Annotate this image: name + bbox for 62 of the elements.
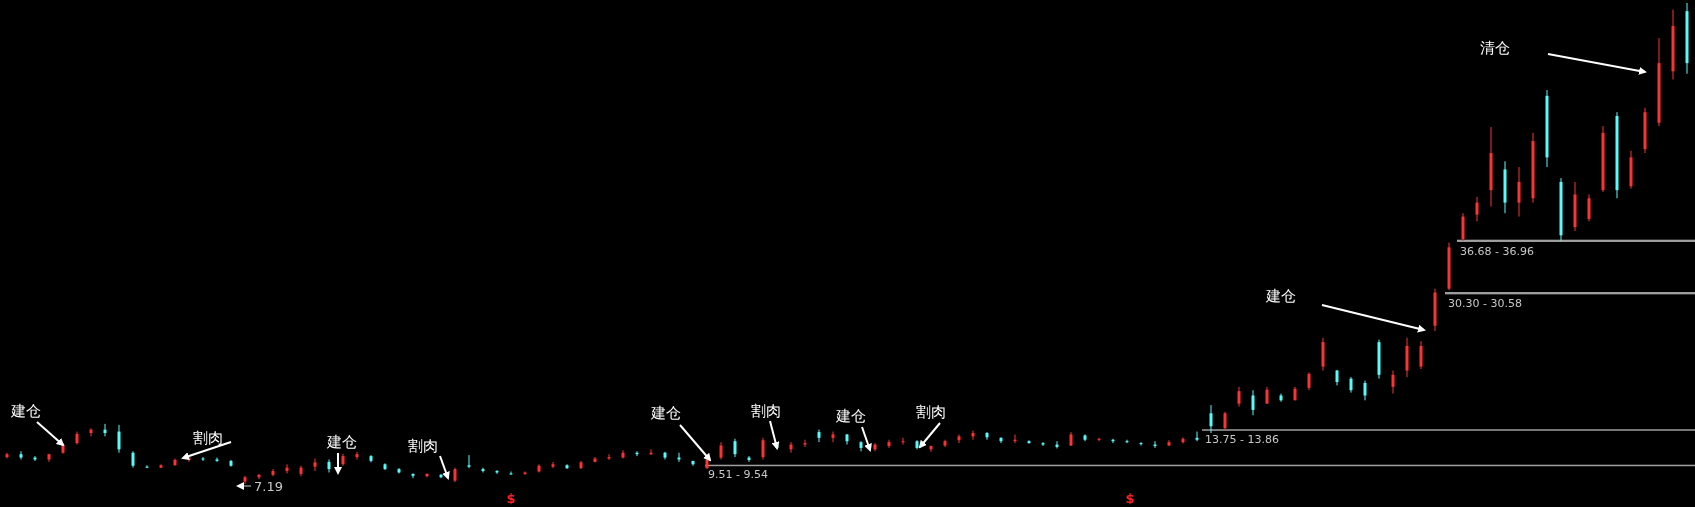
annotation: $ <box>506 491 516 506</box>
annotation: 割肉 <box>916 403 946 421</box>
candlestick <box>1587 193 1591 222</box>
candlestick <box>411 472 415 479</box>
candlestick <box>1209 404 1213 434</box>
candlestick <box>831 431 835 443</box>
band-label: 9.51 - 9.54 <box>708 467 768 481</box>
candlestick <box>467 454 471 469</box>
candlestick <box>509 470 513 476</box>
candlestick <box>621 449 625 460</box>
candlestick <box>1363 380 1367 401</box>
candlestick <box>313 458 317 472</box>
candlestick <box>215 457 219 463</box>
candlestick <box>733 438 737 458</box>
candlestick <box>1041 441 1045 447</box>
band-label: 36.68 - 36.96 <box>1460 244 1534 258</box>
candlestick <box>1475 196 1479 222</box>
candlestick <box>355 451 359 460</box>
candlestick <box>103 423 107 437</box>
candlestick <box>761 437 765 460</box>
annotation: 建仓 <box>1266 287 1296 305</box>
candlestick <box>901 437 905 446</box>
candlestick <box>1251 389 1255 416</box>
candlestick <box>1027 439 1031 445</box>
annotation: 割肉 <box>751 402 781 420</box>
candlestick <box>803 439 807 448</box>
candlestick <box>19 450 23 460</box>
candlestick <box>971 430 975 441</box>
candlestick <box>999 436 1003 444</box>
candlestick <box>985 431 989 441</box>
candlestick <box>285 463 289 474</box>
candlestick <box>523 470 527 476</box>
annotation: 建仓 <box>327 433 357 451</box>
candlestick <box>1517 166 1521 218</box>
candlestick <box>551 461 555 469</box>
candlestick <box>607 453 611 461</box>
annotation: $ <box>1125 491 1135 506</box>
candlestick <box>957 433 961 444</box>
candlestick <box>1391 369 1395 395</box>
annotation: 建仓 <box>651 404 681 422</box>
candlestick <box>929 445 933 453</box>
candlestick <box>817 429 821 443</box>
candlestick <box>1237 386 1241 408</box>
annotation: 清仓 <box>1480 39 1510 57</box>
annotation: 割肉 <box>408 437 438 455</box>
band-label: 30.30 - 30.58 <box>1448 297 1522 311</box>
candlestick <box>1139 441 1143 447</box>
candlestick <box>117 424 121 454</box>
annotation: 割肉 <box>193 429 223 447</box>
annotation: 7.19 <box>254 479 283 494</box>
candlestick <box>327 458 331 473</box>
annotation: 建仓 <box>836 407 866 425</box>
candlestick <box>887 439 891 449</box>
candlestick <box>89 427 93 437</box>
candlestick <box>5 452 9 460</box>
annotation: 建仓 <box>11 402 41 420</box>
band-label: 13.75 - 13.86 <box>1205 433 1279 447</box>
candlestick <box>1419 340 1423 370</box>
candlestick <box>1181 436 1185 445</box>
candlestick <box>201 456 205 462</box>
candlestick <box>1461 212 1465 242</box>
candlestick <box>1195 431 1199 442</box>
